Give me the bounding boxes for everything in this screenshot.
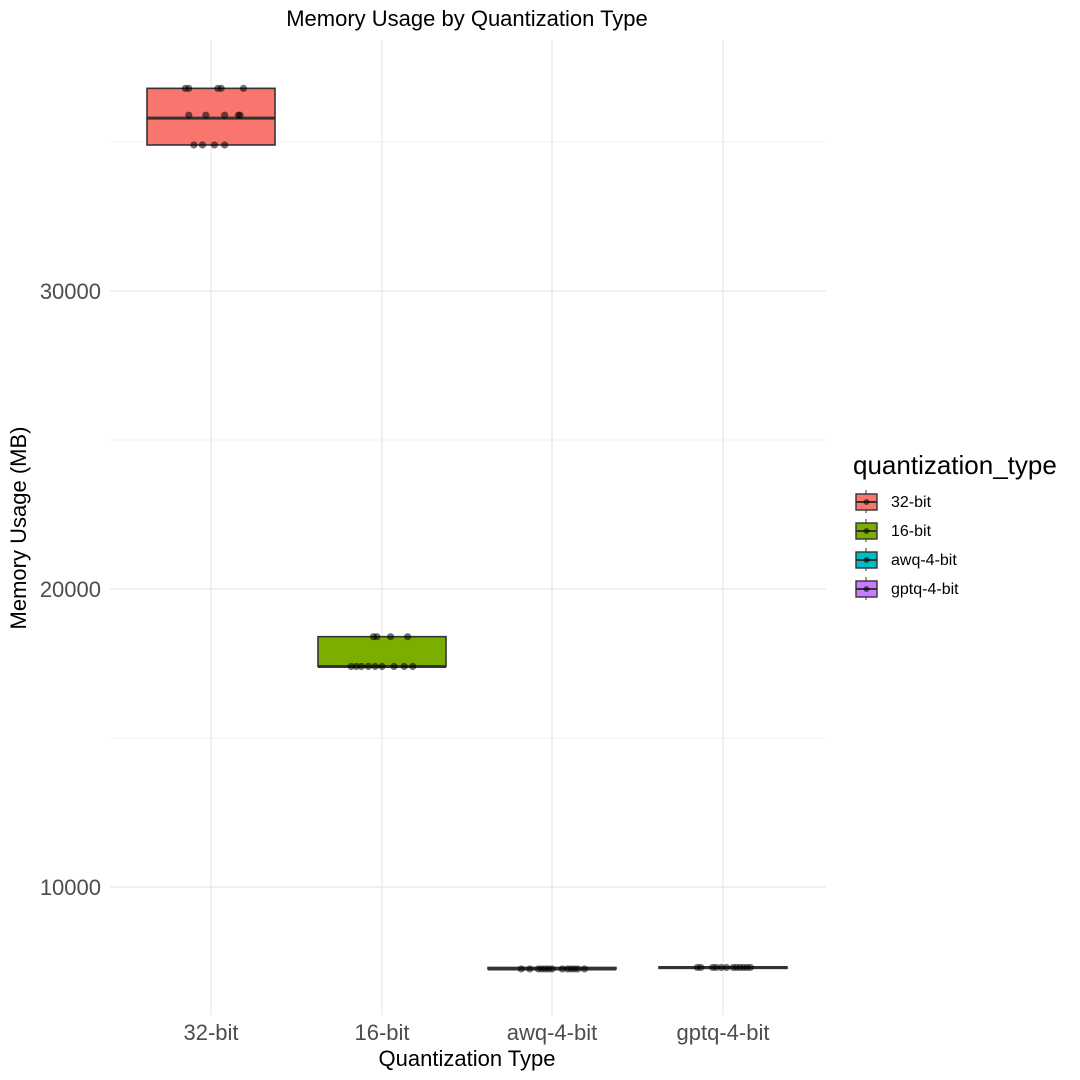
data-point <box>347 662 355 671</box>
y-tick-label: 20000 <box>40 577 101 602</box>
data-point <box>185 111 193 119</box>
y-tick-label: 30000 <box>40 279 101 304</box>
data-point <box>221 111 229 119</box>
data-point <box>717 963 725 972</box>
legend-title: quantization_type <box>853 450 1057 480</box>
data-point <box>746 963 754 972</box>
y-tick-label: 10000 <box>40 875 101 900</box>
data-point <box>697 963 705 972</box>
x-axis-title: Quantization Type <box>379 1046 556 1071</box>
data-point <box>580 965 589 973</box>
data-point <box>517 965 525 973</box>
data-points <box>181 84 754 973</box>
x-tick-label: 32-bit <box>183 1020 238 1045</box>
data-point <box>202 111 210 119</box>
x-tick-labels: 32-bit 16-bit awq-4-bit gptq-4-bit <box>183 1020 769 1045</box>
data-point <box>378 662 386 671</box>
data-point <box>390 662 398 671</box>
data-point <box>185 84 193 92</box>
data-point <box>574 965 582 973</box>
y-tick-labels: 10000 20000 30000 <box>40 279 101 900</box>
legend-key-point <box>863 528 870 534</box>
legend-key-point <box>863 557 870 563</box>
legend-items: 32-bit 16-bit awq-4-bit gptq-4-bit <box>855 490 959 600</box>
legend-key-point <box>863 499 870 505</box>
data-point <box>352 662 360 671</box>
box-16-bit <box>317 635 447 668</box>
data-point <box>548 965 556 973</box>
x-tick-label: 16-bit <box>354 1020 409 1045</box>
data-point <box>722 963 731 972</box>
x-tick-label: awq-4-bit <box>507 1020 597 1045</box>
data-point <box>373 633 381 641</box>
grid-lines <box>110 40 826 1015</box>
data-point <box>190 141 198 149</box>
data-point <box>217 84 225 92</box>
data-point <box>386 633 395 641</box>
data-point <box>409 662 417 671</box>
data-point <box>210 141 219 149</box>
data-point <box>558 965 566 973</box>
data-point <box>526 965 534 973</box>
data-point <box>357 662 366 671</box>
legend: quantization_type 32-bit 16-bit awq-4-bit g… <box>853 450 1057 600</box>
data-point <box>404 633 412 641</box>
boxes <box>146 87 788 971</box>
legend-label: awq-4-bit <box>891 552 957 569</box>
y-axis-title: Memory Usage (MB) <box>6 427 31 630</box>
chart-title: Memory Usage by Quantization Type <box>286 6 648 31</box>
x-tick-label: gptq-4-bit <box>677 1020 770 1045</box>
data-point <box>400 662 408 671</box>
data-point <box>221 141 229 149</box>
data-point <box>198 141 207 149</box>
data-point <box>371 662 379 671</box>
legend-label: gptq-4-bit <box>891 581 959 598</box>
legend-label: 16-bit <box>891 523 932 540</box>
legend-label: 32-bit <box>891 494 932 511</box>
data-point <box>236 111 244 119</box>
data-point <box>712 963 720 972</box>
data-point <box>364 662 372 671</box>
data-point <box>239 84 248 92</box>
legend-key-point <box>863 586 870 592</box>
